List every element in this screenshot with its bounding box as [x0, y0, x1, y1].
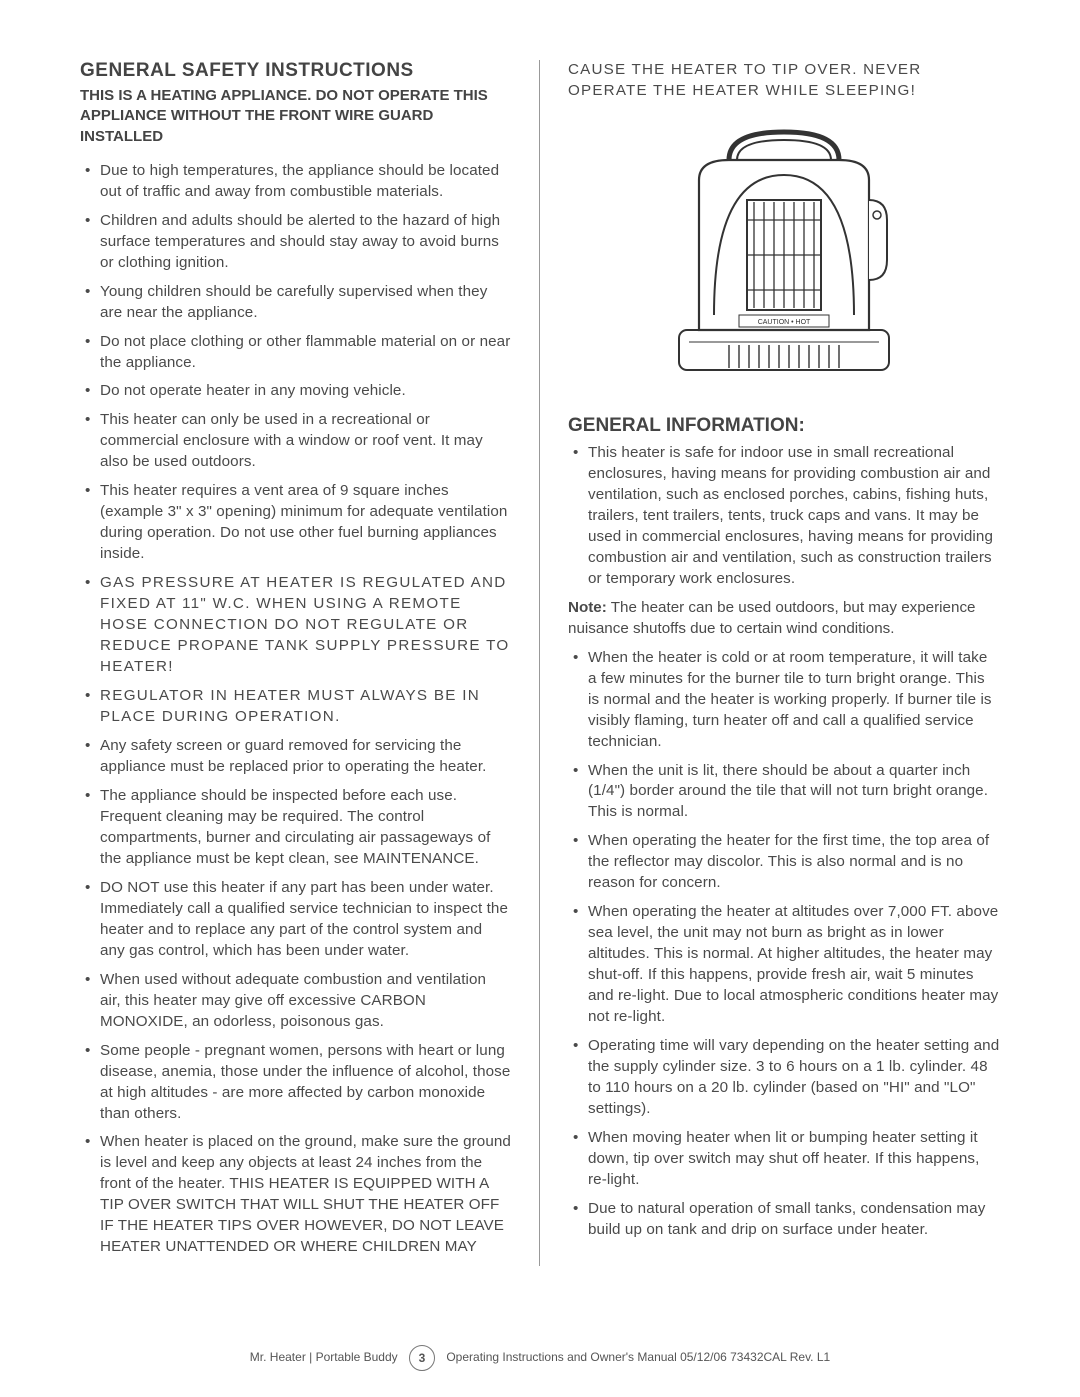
list-item: Some people - pregnant women, persons wi… [100, 1041, 511, 1125]
list-item: When operating the heater for the first … [588, 831, 1000, 894]
right-continuation-text: CAUSE THE HEATER TO TIP OVER. NEVER OPER… [568, 60, 1000, 102]
safety-bullet-list: Due to high temperatures, the appliance … [80, 161, 511, 1259]
general-info-list-1: This heater is safe for indoor use in sm… [568, 443, 1000, 590]
list-item: This heater is safe for indoor use in sm… [588, 443, 1000, 590]
list-item: Due to high temperatures, the appliance … [100, 161, 511, 203]
list-item: Due to natural operation of small tanks,… [588, 1199, 1000, 1241]
list-item: When the unit is lit, there should be ab… [588, 761, 1000, 824]
list-item: Children and adults should be alerted to… [100, 211, 511, 274]
list-item: When operating the heater at altitudes o… [588, 902, 1000, 1028]
list-item: When heater is placed on the ground, mak… [100, 1132, 511, 1258]
footer-left: Mr. Heater | Portable Buddy [250, 1350, 398, 1364]
list-item: DO NOT use this heater if any part has b… [100, 878, 511, 962]
note-text: The heater can be used outdoors, but may… [568, 599, 976, 637]
page-number: 3 [409, 1345, 435, 1371]
list-item: This heater requires a vent area of 9 sq… [100, 481, 511, 565]
list-item: Do not operate heater in any moving vehi… [100, 381, 511, 402]
list-item: Do not place clothing or other flammable… [100, 332, 511, 374]
list-item: REGULATOR IN HEATER MUST ALWAYS BE IN PL… [100, 686, 511, 728]
note-line: Note: The heater can be used outdoors, b… [568, 598, 1000, 640]
list-item: The appliance should be inspected before… [100, 786, 511, 870]
list-item: GAS PRESSURE AT HEATER IS REGULATED AND … [100, 573, 511, 678]
list-item: Operating time will vary depending on th… [588, 1036, 1000, 1120]
list-item: This heater can only be used in a recrea… [100, 410, 511, 473]
list-item: Young children should be carefully super… [100, 282, 511, 324]
general-info-title: GENERAL INFORMATION: [568, 415, 1000, 437]
two-column-layout: GENERAL SAFETY INSTRUCTIONS THIS IS A HE… [80, 60, 1000, 1266]
safety-sub-warning: THIS IS A HEATING APPLIANCE. DO NOT OPER… [80, 86, 511, 147]
caution-label-text: CAUTION • HOT [758, 319, 811, 326]
footer-right: Operating Instructions and Owner's Manua… [446, 1350, 830, 1364]
page-footer: Mr. Heater | Portable Buddy 3 Operating … [0, 1345, 1080, 1371]
list-item: Any safety screen or guard removed for s… [100, 736, 511, 778]
list-item: When the heater is cold or at room tempe… [588, 648, 1000, 753]
note-label: Note: [568, 599, 607, 616]
list-item: When used without adequate combustion an… [100, 970, 511, 1033]
heater-illustration: CAUTION • HOT [568, 120, 1000, 385]
right-column: CAUSE THE HEATER TO TIP OVER. NEVER OPER… [540, 60, 1000, 1266]
general-info-list-2: When the heater is cold or at room tempe… [568, 648, 1000, 1241]
left-column: GENERAL SAFETY INSTRUCTIONS THIS IS A HE… [80, 60, 540, 1266]
list-item: When moving heater when lit or bumping h… [588, 1128, 1000, 1191]
safety-title: GENERAL SAFETY INSTRUCTIONS [80, 60, 511, 82]
